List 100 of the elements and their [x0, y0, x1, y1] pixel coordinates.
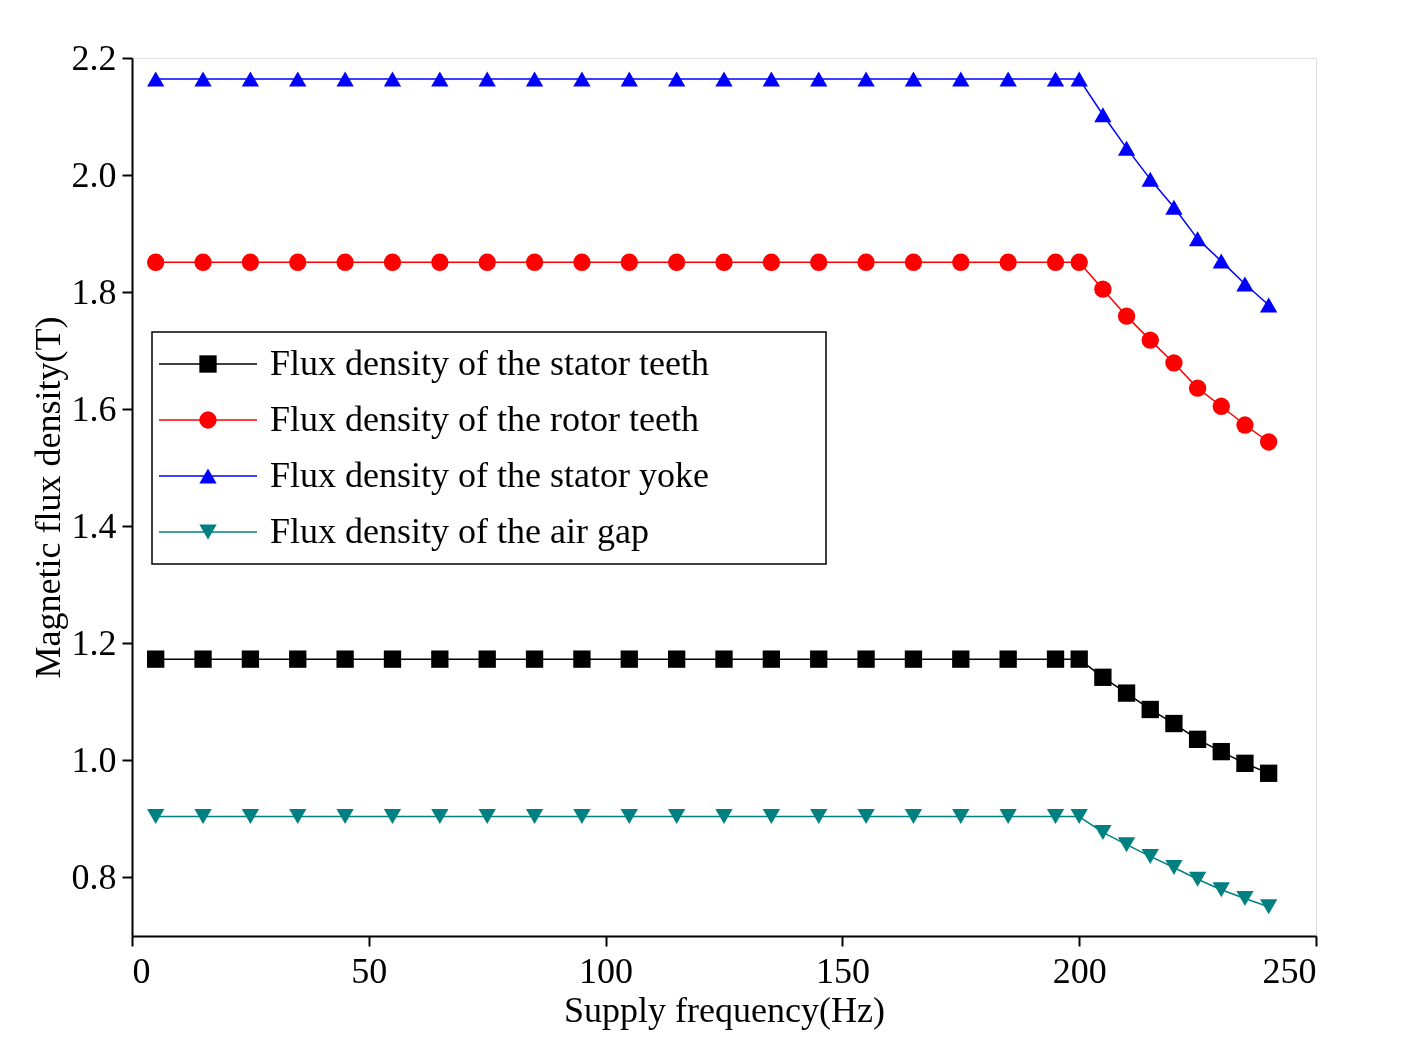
point — [857, 253, 875, 271]
point — [147, 71, 165, 87]
x-tick-label: 150 — [815, 950, 870, 991]
point — [1165, 714, 1183, 733]
point — [194, 71, 212, 87]
point — [336, 650, 354, 668]
x-axis-title: Supply frequency(Hz) — [564, 989, 885, 1030]
point — [1212, 882, 1230, 898]
point — [810, 809, 828, 825]
point — [478, 253, 496, 271]
point — [194, 650, 212, 668]
point — [431, 650, 449, 668]
point — [1212, 397, 1230, 415]
point — [999, 253, 1017, 271]
point — [431, 71, 449, 87]
point — [336, 253, 354, 271]
x-tick-label: 200 — [1052, 950, 1107, 991]
y-tick-label: 2.0 — [71, 154, 117, 195]
point — [1236, 276, 1254, 292]
point — [810, 71, 828, 87]
point — [1188, 871, 1207, 887]
point — [1046, 650, 1065, 668]
point — [1070, 253, 1088, 271]
point — [147, 650, 165, 668]
point — [194, 809, 212, 825]
point — [383, 809, 402, 825]
point — [147, 809, 165, 825]
point — [1259, 764, 1278, 782]
point — [952, 253, 970, 271]
point — [478, 650, 496, 668]
point — [525, 253, 544, 271]
point — [1165, 199, 1183, 215]
point — [1188, 379, 1207, 397]
point — [904, 253, 923, 271]
y-tick-label: 0.8 — [71, 856, 117, 897]
point — [336, 71, 354, 87]
point — [1117, 684, 1136, 702]
point — [1212, 742, 1230, 761]
point — [1141, 331, 1159, 349]
point — [1117, 140, 1136, 156]
point — [478, 809, 496, 825]
point — [1212, 253, 1230, 269]
y-tick-label: 1.4 — [71, 505, 117, 546]
point — [952, 809, 970, 825]
point — [336, 809, 354, 825]
point — [1236, 754, 1254, 772]
point — [999, 650, 1017, 668]
point — [1236, 891, 1254, 907]
point — [904, 809, 923, 825]
point — [289, 71, 307, 87]
legend-label: Flux density of the rotor teeth — [270, 399, 699, 439]
point — [952, 650, 970, 668]
x-tick-label: 250 — [1262, 950, 1317, 991]
x-tick-label: 100 — [579, 950, 634, 991]
x-tick-label: 50 — [351, 950, 388, 991]
point — [667, 809, 686, 825]
legend-label: Flux density of the stator yoke — [270, 455, 709, 495]
point — [1094, 824, 1112, 840]
point — [857, 809, 875, 825]
point — [999, 71, 1017, 87]
point — [1117, 837, 1136, 853]
point — [667, 253, 686, 271]
point — [1165, 354, 1183, 372]
point — [857, 71, 875, 87]
point — [715, 650, 733, 668]
point — [1094, 107, 1112, 123]
point — [525, 650, 544, 668]
point — [383, 253, 402, 271]
point — [241, 650, 260, 668]
point — [1117, 307, 1136, 325]
point — [1070, 809, 1088, 825]
y-tick-label: 1.6 — [71, 388, 117, 429]
point — [478, 71, 496, 87]
point — [1046, 71, 1065, 87]
point — [1094, 668, 1112, 686]
point — [715, 253, 733, 271]
point — [952, 71, 970, 87]
point — [1188, 231, 1207, 247]
y-axis-title: Magnetic flux density(T) — [27, 316, 68, 679]
y-tick-label: 2.2 — [71, 37, 117, 78]
point — [1070, 71, 1088, 87]
point — [383, 71, 402, 87]
point — [1236, 416, 1254, 434]
x-tick-label: 0 — [132, 950, 151, 991]
point — [762, 253, 781, 271]
legend-label: Flux density of the stator teeth — [270, 343, 709, 383]
point — [1046, 253, 1065, 271]
legend-label: Flux density of the air gap — [270, 511, 649, 551]
point — [1259, 297, 1278, 313]
point — [1259, 433, 1278, 451]
point — [762, 71, 781, 87]
point — [289, 650, 307, 668]
point — [573, 71, 591, 87]
point — [715, 809, 733, 825]
point — [904, 650, 923, 668]
point — [431, 253, 449, 271]
point — [1259, 899, 1278, 915]
y-tick-label: 1.8 — [71, 271, 117, 312]
point — [715, 71, 733, 87]
point — [620, 71, 638, 87]
